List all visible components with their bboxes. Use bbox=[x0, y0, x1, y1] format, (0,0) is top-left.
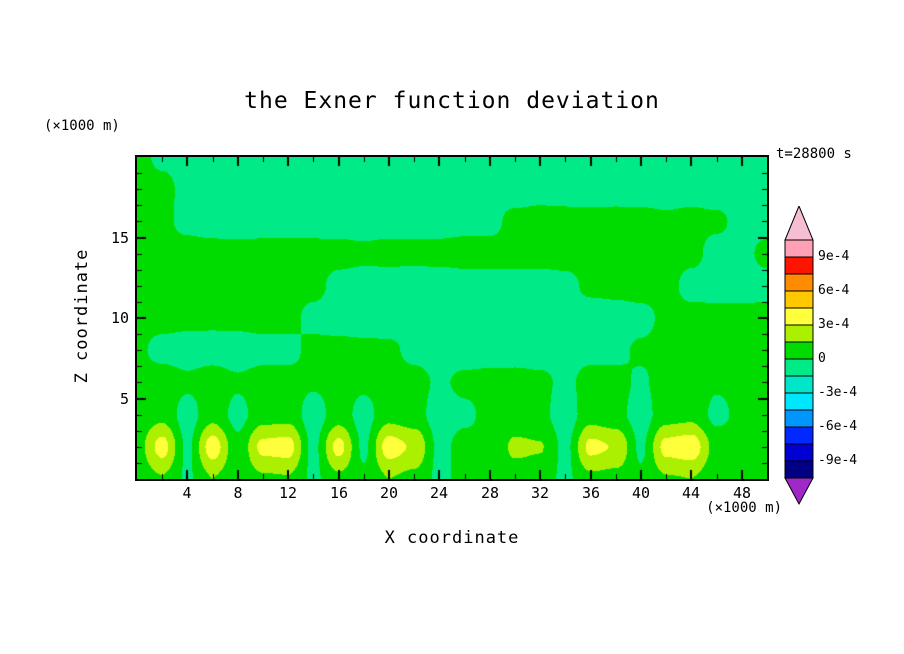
y-axis-unit-label: (×1000 m) bbox=[44, 118, 120, 134]
colorbar-over-arrow bbox=[785, 206, 813, 240]
colorbar-tick-label: 0 bbox=[818, 350, 826, 368]
plot-title: the Exner function deviation bbox=[137, 88, 767, 114]
colorbar-band bbox=[785, 427, 813, 444]
colorbar-band bbox=[785, 461, 813, 478]
x-axis-unit-label: (×1000 m) bbox=[640, 500, 782, 516]
colorbar-band bbox=[785, 325, 813, 342]
colorbar-under-arrow bbox=[785, 478, 813, 504]
colorbar-tick-label: 3e-4 bbox=[818, 316, 849, 334]
y-tick-label: 15 bbox=[85, 229, 129, 247]
x-tick-label: 28 bbox=[470, 484, 510, 502]
x-tick-label: 4 bbox=[167, 484, 207, 502]
colorbar bbox=[783, 206, 815, 506]
x-tick-label: 8 bbox=[218, 484, 258, 502]
colorbar-band bbox=[785, 393, 813, 410]
colorbar-band bbox=[785, 257, 813, 274]
x-tick-label: 32 bbox=[520, 484, 560, 502]
colorbar-band bbox=[785, 342, 813, 359]
colorbar-tick-label: 6e-4 bbox=[818, 282, 849, 300]
exner-contour-figure: the Exner function deviation (×1000 m) t… bbox=[0, 0, 904, 654]
colorbar-tick-label: -6e-4 bbox=[818, 418, 857, 436]
x-tick-label: 12 bbox=[268, 484, 308, 502]
colorbar-band bbox=[785, 359, 813, 376]
x-tick-label: 20 bbox=[369, 484, 409, 502]
colorbar-band bbox=[785, 291, 813, 308]
colorbar-tick-label: -3e-4 bbox=[818, 384, 857, 402]
colorbar-tick-label: -9e-4 bbox=[818, 452, 857, 470]
colorbar-band bbox=[785, 240, 813, 257]
colorbar-band bbox=[785, 410, 813, 427]
x-axis-title: X coordinate bbox=[137, 528, 767, 548]
x-tick-label: 16 bbox=[319, 484, 359, 502]
time-stamp-label: t=28800 s bbox=[776, 146, 852, 162]
colorbar-tick-label: 9e-4 bbox=[818, 248, 849, 266]
colorbar-band bbox=[785, 274, 813, 291]
contour-plot-canvas bbox=[135, 155, 769, 481]
y-tick-label: 5 bbox=[85, 390, 129, 408]
colorbar-band bbox=[785, 376, 813, 393]
colorbar-band bbox=[785, 308, 813, 325]
colorbar-band bbox=[785, 444, 813, 461]
y-tick-label: 10 bbox=[85, 309, 129, 327]
x-tick-label: 24 bbox=[419, 484, 459, 502]
x-tick-label: 36 bbox=[571, 484, 611, 502]
